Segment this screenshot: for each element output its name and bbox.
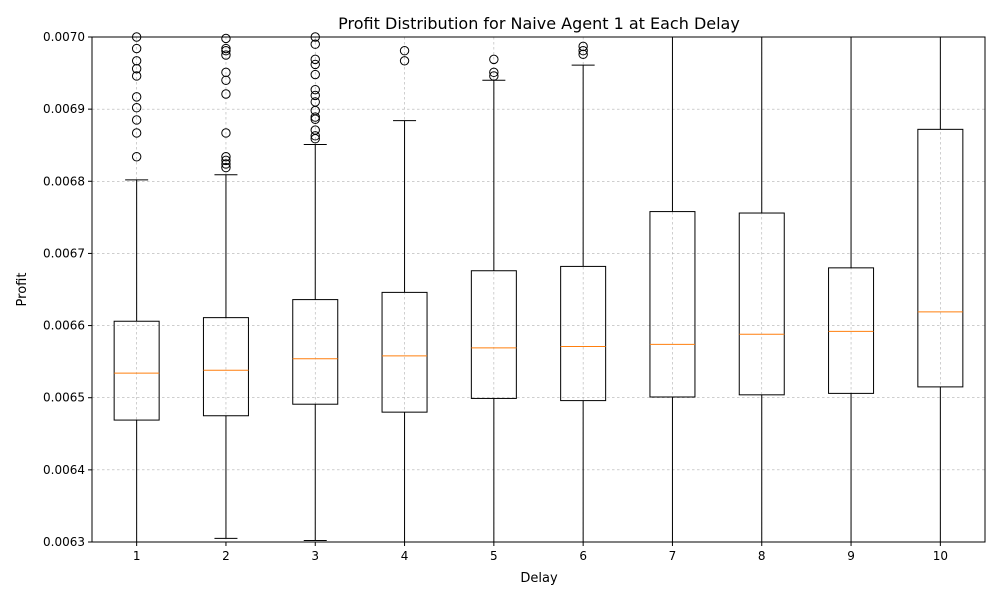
x-tick-label: 10: [933, 549, 948, 563]
y-tick-label: 0.0066: [43, 319, 85, 333]
outlier-point: [221, 162, 231, 173]
outlier-point: [131, 103, 142, 113]
iqr-box: [292, 299, 339, 405]
outlier-point: [221, 43, 231, 54]
box-delay-1: [113, 32, 160, 542]
iqr-box: [381, 291, 428, 413]
box-series: [113, 32, 964, 542]
box-delay-9: [828, 37, 875, 542]
outlier-point: [221, 50, 231, 60]
y-tick-label: 0.0068: [43, 174, 85, 188]
iqr-box: [560, 265, 607, 402]
outlier-point: [131, 92, 142, 102]
outlier-point: [131, 115, 142, 125]
outlier-point: [310, 131, 320, 141]
outlier-point: [131, 152, 142, 162]
outlier-point: [221, 46, 231, 56]
box-delay-6: [560, 41, 607, 542]
iqr-box: [470, 270, 517, 399]
outlier-point: [310, 39, 320, 49]
box-delay-8: [738, 37, 785, 542]
iqr-box: [738, 212, 785, 396]
y-tick-label: 0.0067: [43, 246, 85, 260]
y-tick-label: 0.0069: [43, 102, 85, 116]
outlier-point: [489, 67, 499, 78]
iqr-box: [113, 320, 160, 421]
outlier-point: [399, 46, 410, 56]
outlier-point: [310, 125, 320, 135]
iqr-box: [649, 211, 696, 398]
y-axis: 0.0063 0.0064 0.0065 0.0066 0.0067 0.0068 0.00…: [43, 30, 92, 549]
y-axis-label: Profit: [15, 273, 30, 307]
outlier-point: [221, 155, 231, 166]
outlier-point: [221, 128, 231, 138]
outlier-point: [578, 41, 588, 52]
x-axis: 1 2 3 4 5 6 7 8 9 10: [133, 542, 948, 563]
outlier-point: [310, 54, 320, 65]
x-tick-label: 2: [222, 549, 230, 563]
x-tick-label: 1: [133, 549, 141, 563]
outlier-point: [489, 54, 499, 65]
outlier-point: [310, 112, 320, 122]
iqr-box: [828, 267, 875, 394]
plot-frame: [91, 36, 986, 543]
outlier-point: [310, 84, 320, 95]
outlier-point: [578, 46, 588, 56]
outlier-point: [221, 33, 231, 44]
x-tick-label: 8: [758, 549, 766, 563]
x-axis-label: Delay: [520, 571, 558, 586]
y-tick-label: 0.0063: [43, 535, 85, 549]
box-delay-10: [917, 37, 964, 542]
outlier-point: [221, 89, 231, 99]
outlier-point: [221, 159, 231, 169]
outlier-point: [131, 71, 142, 81]
x-tick-label: 3: [311, 549, 319, 563]
outlier-point: [131, 43, 142, 54]
outlier-point: [131, 128, 142, 138]
box-delay-7: [649, 37, 696, 542]
outlier-point: [310, 90, 320, 101]
outlier-point: [310, 69, 320, 80]
outlier-point: [131, 56, 142, 66]
outlier-point: [489, 71, 499, 81]
iqr-box: [917, 128, 964, 388]
x-tick-label: 7: [669, 549, 677, 563]
iqr-box: [202, 317, 249, 417]
outlier-point: [221, 152, 231, 162]
outlier-point: [399, 56, 410, 66]
x-tick-label: 5: [490, 549, 498, 563]
outlier-point: [310, 97, 320, 107]
y-tick-label: 0.0065: [43, 391, 85, 405]
y-tick-label: 0.0064: [43, 463, 85, 477]
y-tick-label: 0.0070: [43, 30, 85, 44]
box-delay-2: [202, 33, 249, 539]
outlier-point: [310, 59, 320, 70]
box-delay-5: [470, 54, 517, 542]
x-tick-label: 6: [579, 549, 587, 563]
chart-title: Profit Distribution for Naive Agent 1 at…: [338, 14, 740, 33]
outlier-point: [221, 67, 231, 78]
box-delay-4: [381, 46, 428, 542]
x-tick-label: 9: [847, 549, 855, 563]
x-tick-label: 4: [401, 549, 409, 563]
